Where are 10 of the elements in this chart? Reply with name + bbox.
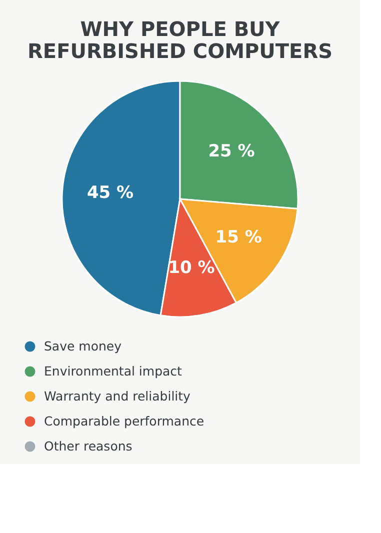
data-label: 45 % [86, 183, 134, 204]
legend-label: Environmental impact [44, 364, 182, 378]
legend-label: Save money [44, 338, 122, 354]
chart-title: WHY PEOPLE BUY REFURBISHED COMPUTERS [27, 17, 333, 63]
data-label: 10 % [168, 258, 215, 278]
legend-label: Warranty and reliability [44, 388, 192, 404]
data-label: 15 % [215, 227, 262, 248]
legend-label: Comparable performance [44, 414, 204, 428]
legend-label: Other reasons [44, 438, 132, 454]
data-label: 25 % [208, 142, 255, 162]
